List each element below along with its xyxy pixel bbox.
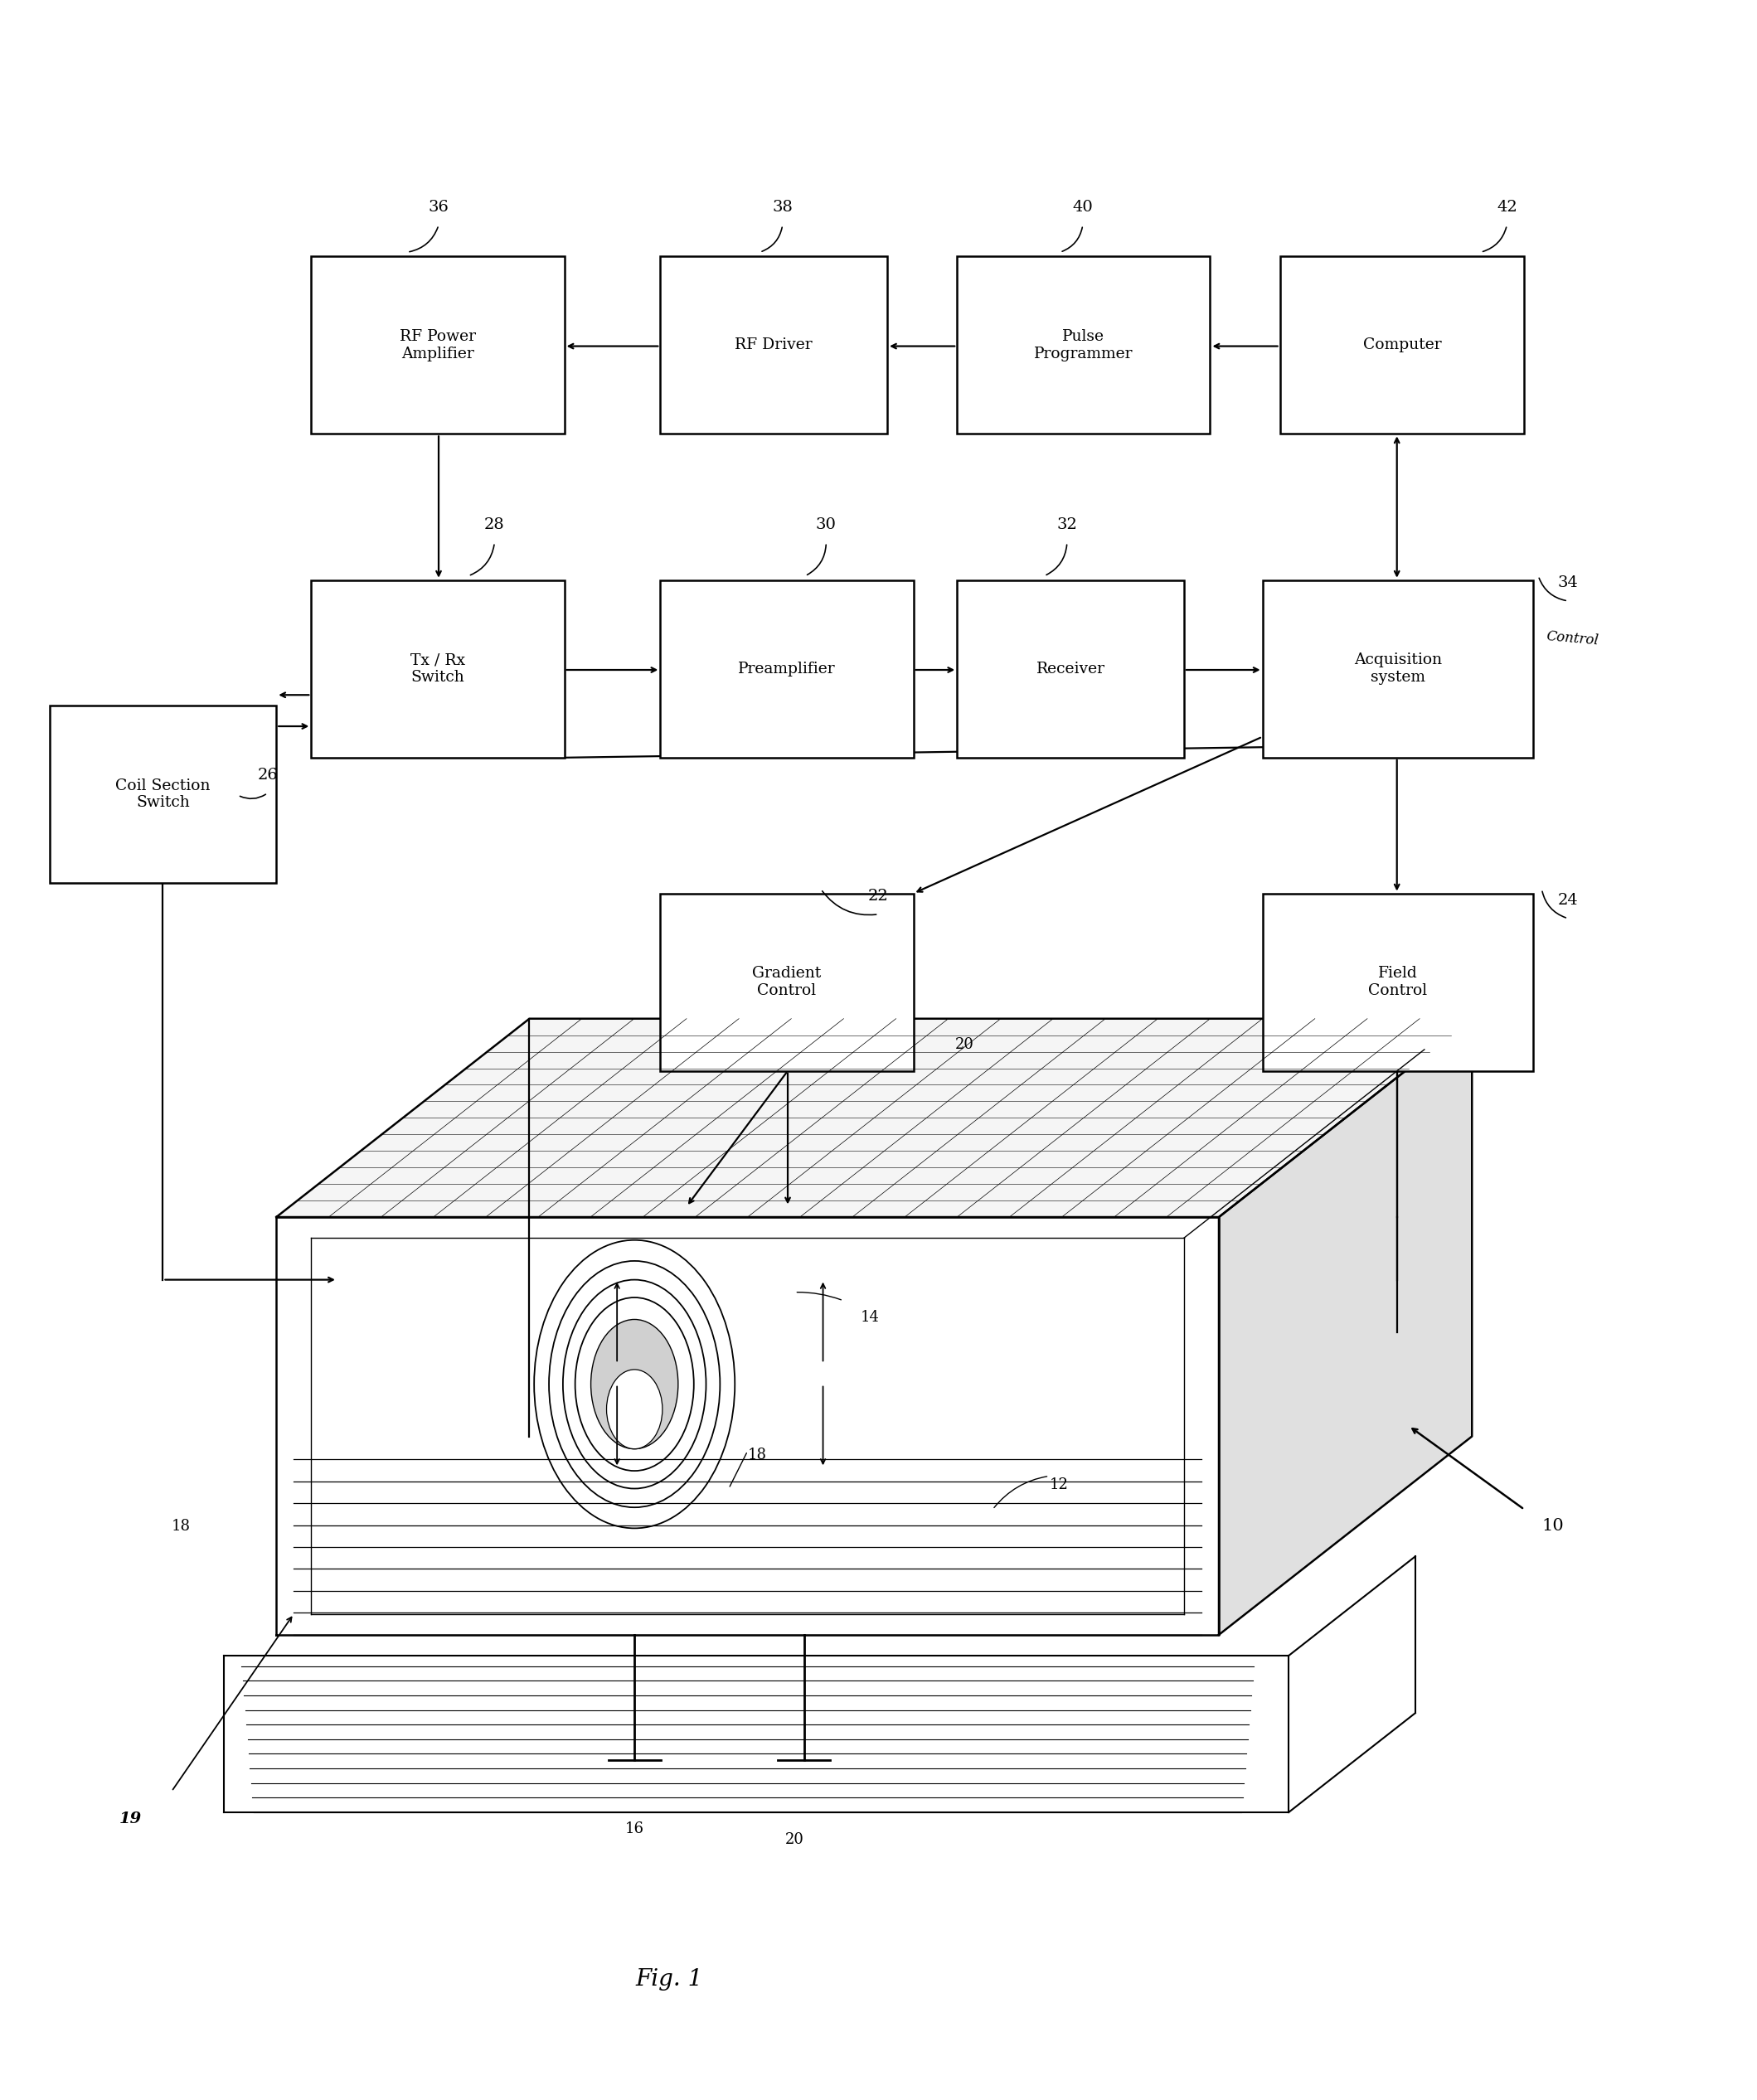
Text: Computer: Computer <box>1363 338 1441 353</box>
Text: 16: 16 <box>625 1821 645 1838</box>
Text: 14: 14 <box>861 1310 880 1325</box>
Text: RF Power
Amplifier: RF Power Amplifier <box>399 330 476 361</box>
Text: 32: 32 <box>1056 517 1077 531</box>
Text: 20: 20 <box>956 1037 973 1052</box>
Text: 20: 20 <box>785 1831 805 1846</box>
Bar <box>1279 256 1525 435</box>
Text: 24: 24 <box>1558 892 1578 907</box>
Text: 19: 19 <box>119 1810 142 1827</box>
Text: Acquisition
system: Acquisition system <box>1355 653 1442 685</box>
Bar <box>661 580 914 758</box>
Text: 18: 18 <box>747 1447 766 1464</box>
Bar <box>311 256 564 435</box>
Text: 42: 42 <box>1497 200 1516 214</box>
Text: 26: 26 <box>257 769 278 783</box>
Text: 12: 12 <box>1049 1476 1068 1491</box>
Text: Gradient
Control: Gradient Control <box>752 966 821 998</box>
Text: 40: 40 <box>1072 200 1093 214</box>
Text: 22: 22 <box>868 888 889 903</box>
Text: 10: 10 <box>1543 1518 1564 1533</box>
Text: Fig. 1: Fig. 1 <box>636 1968 703 1991</box>
Text: 38: 38 <box>771 200 792 214</box>
Bar <box>661 256 887 435</box>
Text: 30: 30 <box>815 517 836 531</box>
Text: 28: 28 <box>485 517 504 531</box>
Text: RF Driver: RF Driver <box>734 338 812 353</box>
Text: 36: 36 <box>429 200 450 214</box>
Bar <box>311 580 564 758</box>
Bar <box>958 580 1184 758</box>
Ellipse shape <box>606 1369 662 1449</box>
Text: Coil Section
Switch: Coil Section Switch <box>116 779 211 811</box>
Polygon shape <box>276 1218 1219 1634</box>
Bar <box>1263 892 1534 1071</box>
Text: Receiver: Receiver <box>1037 662 1105 676</box>
Text: Pulse
Programmer: Pulse Programmer <box>1035 330 1133 361</box>
Polygon shape <box>276 1018 1472 1218</box>
Text: Preamplifier: Preamplifier <box>738 662 836 676</box>
Bar <box>49 706 276 882</box>
Text: Tx / Rx
Switch: Tx / Rx Switch <box>411 653 466 685</box>
Ellipse shape <box>590 1319 678 1449</box>
Text: Field
Control: Field Control <box>1369 966 1427 998</box>
Bar <box>1263 580 1534 758</box>
Text: 18: 18 <box>172 1518 192 1533</box>
Bar <box>958 256 1211 435</box>
Text: 34: 34 <box>1558 575 1578 590</box>
Bar <box>661 892 914 1071</box>
Polygon shape <box>1219 1018 1472 1634</box>
Text: Control: Control <box>1544 630 1599 649</box>
